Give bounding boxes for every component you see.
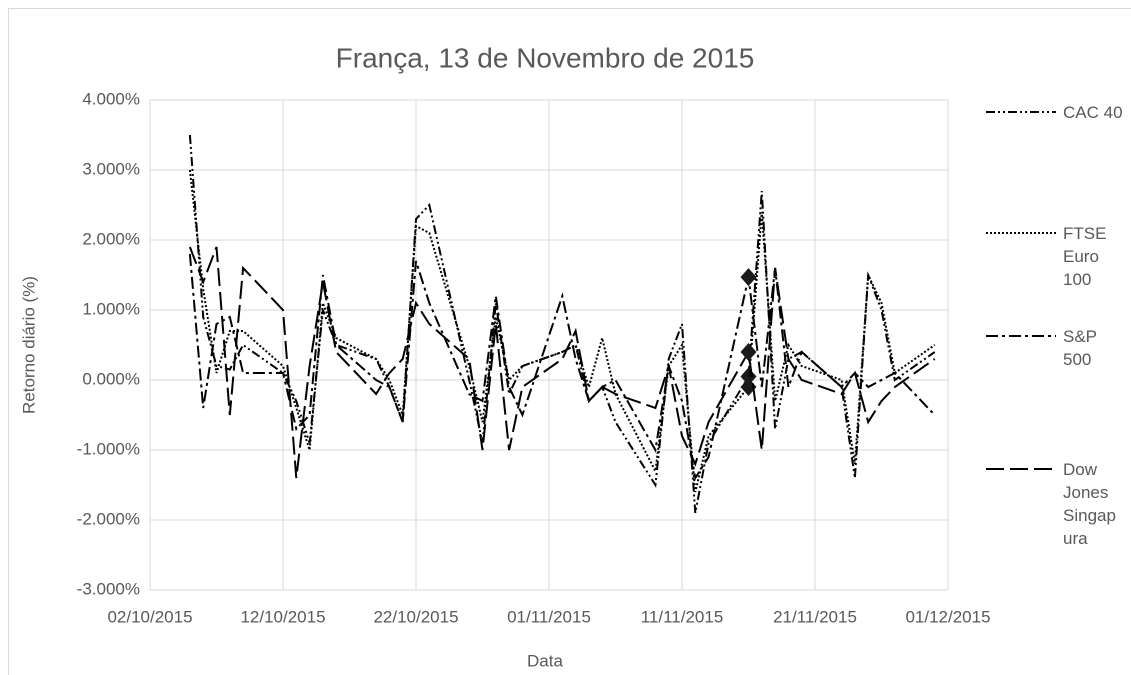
legend-label: FTSE Euro 100 — [1063, 224, 1107, 289]
event-marker — [740, 378, 757, 396]
series-line — [188, 253, 936, 481]
y-tick-label: -1.000% — [77, 439, 140, 458]
legend-label: S&P 500 — [1063, 327, 1097, 369]
y-tick-label: 1.000% — [82, 299, 140, 318]
y-tick-label: -2.000% — [77, 509, 140, 528]
y-tick-label: -3.000% — [77, 579, 140, 598]
legend-label: CAC 40 — [1063, 103, 1123, 122]
x-tick-label: 02/10/2015 — [107, 607, 192, 626]
series-line — [188, 169, 936, 493]
x-tick-label: 21/11/2015 — [773, 607, 857, 626]
y-tick-label: 4.000% — [82, 89, 140, 108]
x-tick-label: 12/10/2015 — [240, 607, 325, 626]
x-tick-label: 01/11/2015 — [507, 607, 591, 626]
y-tick-label: 3.000% — [82, 159, 140, 178]
y-tick-label: 0.000% — [82, 369, 140, 388]
legend-label: Dow Jones Singapura — [1063, 460, 1116, 548]
x-tick-label: 11/11/2015 — [641, 607, 724, 626]
series-line — [188, 246, 936, 479]
x-tick-label: 22/10/2015 — [373, 607, 458, 626]
x-tick-label: 01/12/2015 — [905, 607, 990, 626]
y-tick-label: 2.000% — [82, 229, 140, 248]
y-axis-label: Retorno diário (%) — [19, 276, 38, 414]
event-marker — [740, 268, 757, 287]
event-marker — [740, 343, 757, 361]
x-axis-label: Data — [527, 651, 563, 670]
chart-title: França, 13 de Novembro de 2015 — [336, 42, 755, 73]
